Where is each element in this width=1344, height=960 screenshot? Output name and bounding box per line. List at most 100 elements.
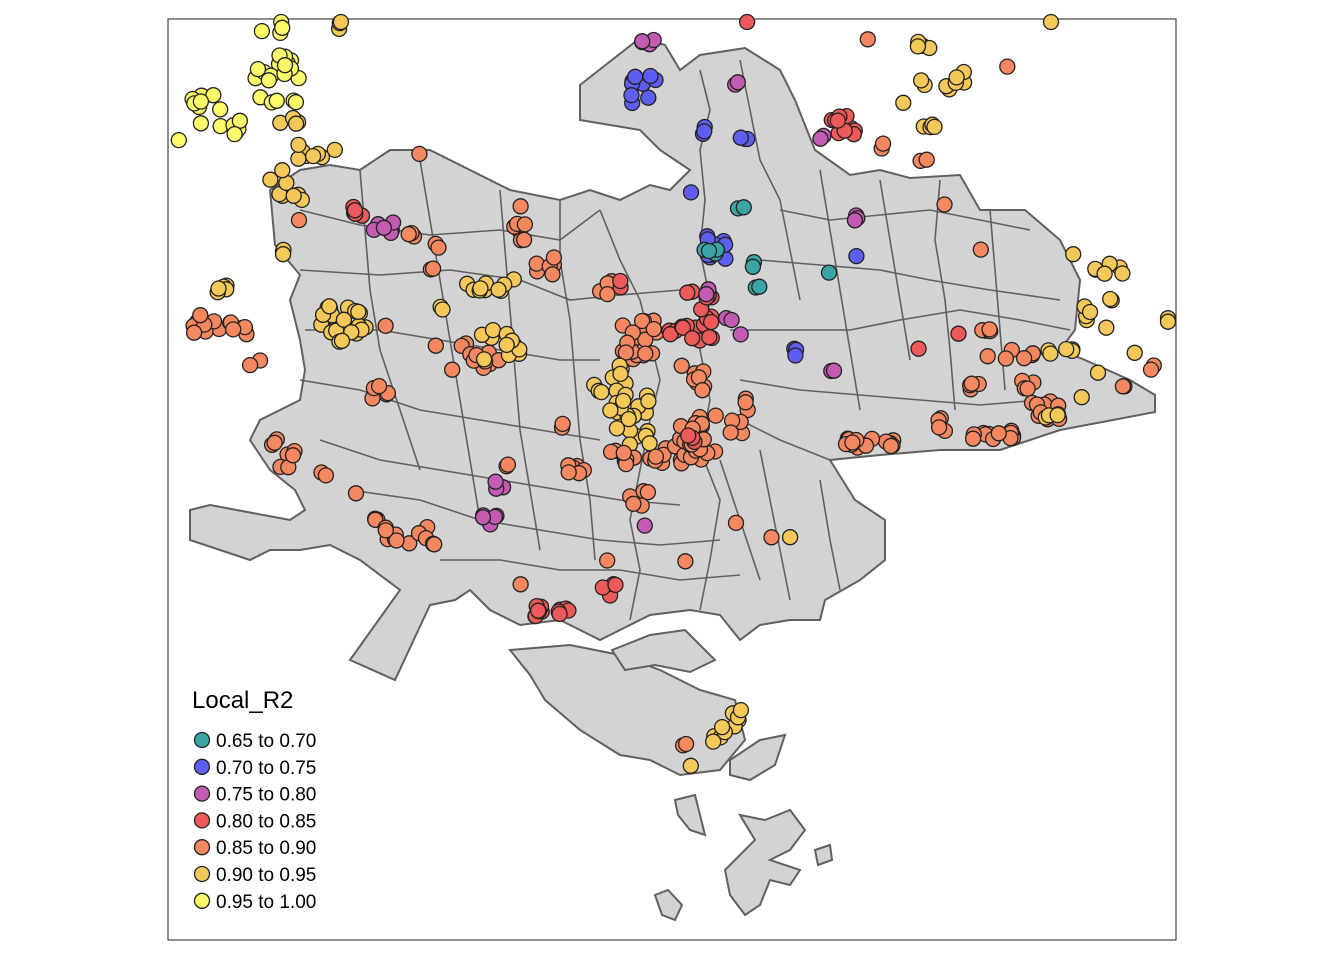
map-point (673, 357, 690, 374)
map-point (317, 467, 335, 484)
map-point (737, 394, 754, 411)
map-point (170, 131, 187, 149)
small-island-1 (729, 733, 787, 782)
map-point (1096, 265, 1113, 282)
map-point (599, 285, 616, 303)
map-point (882, 437, 900, 455)
map-point (950, 325, 967, 342)
map-point (274, 246, 292, 263)
map-point (1142, 361, 1160, 378)
map-point (912, 72, 930, 89)
legend-label-1: 0.70 to 0.75 (216, 758, 316, 779)
map-point (963, 375, 980, 392)
legend-label-2: 0.75 to 0.80 (216, 785, 316, 806)
map-point (763, 529, 780, 546)
map-point (241, 356, 259, 374)
map-point (528, 255, 545, 272)
map-point (680, 427, 697, 444)
map-point (499, 456, 517, 473)
map-point (926, 118, 943, 136)
map-point (637, 345, 654, 362)
map-point (212, 101, 229, 118)
map-point (617, 344, 635, 361)
map-point (1015, 350, 1033, 367)
legend-label-6: 0.95 to 1.00 (216, 892, 316, 913)
map-point (640, 393, 657, 410)
map-point (964, 430, 982, 447)
map-point (321, 298, 338, 315)
map-point (874, 135, 892, 152)
map-point (679, 284, 696, 301)
map-point (554, 415, 571, 433)
map-point (674, 319, 692, 336)
map-point (732, 701, 750, 719)
map-point (722, 424, 739, 441)
map-point (1098, 319, 1115, 336)
map-point (999, 58, 1016, 75)
map-point (335, 311, 353, 328)
map-point (434, 301, 451, 318)
map-point (682, 757, 699, 774)
map-point (370, 377, 388, 395)
map-point (249, 60, 267, 78)
map-point (253, 22, 271, 40)
map-point (346, 202, 364, 219)
map-point (1058, 340, 1075, 358)
map-point (1126, 344, 1143, 361)
legend-items: 0.65 to 0.70 0.70 to 0.75 0.75 to 0.80 0.80… (193, 731, 316, 913)
map-point (829, 112, 846, 129)
map-point (645, 320, 662, 338)
map-point (304, 147, 322, 165)
map-point (698, 286, 715, 303)
map-point (1114, 265, 1131, 282)
map-point (551, 605, 568, 623)
map-point (560, 464, 577, 481)
map-point (636, 517, 653, 534)
map-point (266, 434, 283, 451)
map-point (703, 313, 720, 331)
legend-label-3: 0.80 to 0.85 (216, 811, 316, 832)
map-point (260, 72, 277, 89)
map-point (1081, 303, 1099, 321)
map-point (909, 38, 927, 55)
map-point (948, 69, 965, 86)
map-point (662, 326, 679, 343)
map-point (530, 602, 547, 619)
legend-label-0: 0.65 to 0.70 (216, 731, 316, 752)
map-point (696, 123, 713, 140)
map-point (490, 281, 507, 298)
map-point (612, 272, 629, 290)
map-point (332, 13, 350, 31)
map-point (990, 425, 1007, 442)
map-point (727, 514, 745, 532)
map-point (276, 57, 294, 74)
map-point (694, 382, 711, 399)
map-point (377, 522, 394, 539)
map-point (1042, 13, 1060, 31)
map-point (284, 447, 302, 464)
map-point (347, 485, 365, 502)
map-point (936, 196, 953, 213)
map-point (262, 171, 279, 188)
map-point (1073, 389, 1090, 406)
legend-label-4: 0.85 to 0.90 (216, 838, 316, 859)
map-point (333, 332, 351, 349)
map-point (634, 33, 651, 50)
legend-swatch-1 (193, 758, 211, 775)
map-point (602, 402, 619, 419)
map-point (744, 258, 762, 275)
map-point (545, 249, 563, 266)
map-point (647, 448, 665, 465)
map-point (787, 347, 804, 364)
map-point (981, 321, 998, 338)
map-point (751, 278, 768, 295)
map-point (225, 321, 242, 338)
map-point (544, 266, 561, 283)
map-point (599, 552, 616, 569)
map-point (424, 260, 442, 277)
map-point (290, 211, 308, 229)
map-point (290, 150, 307, 167)
map-point (738, 13, 756, 31)
map-point (677, 553, 694, 570)
map-point (498, 336, 515, 354)
